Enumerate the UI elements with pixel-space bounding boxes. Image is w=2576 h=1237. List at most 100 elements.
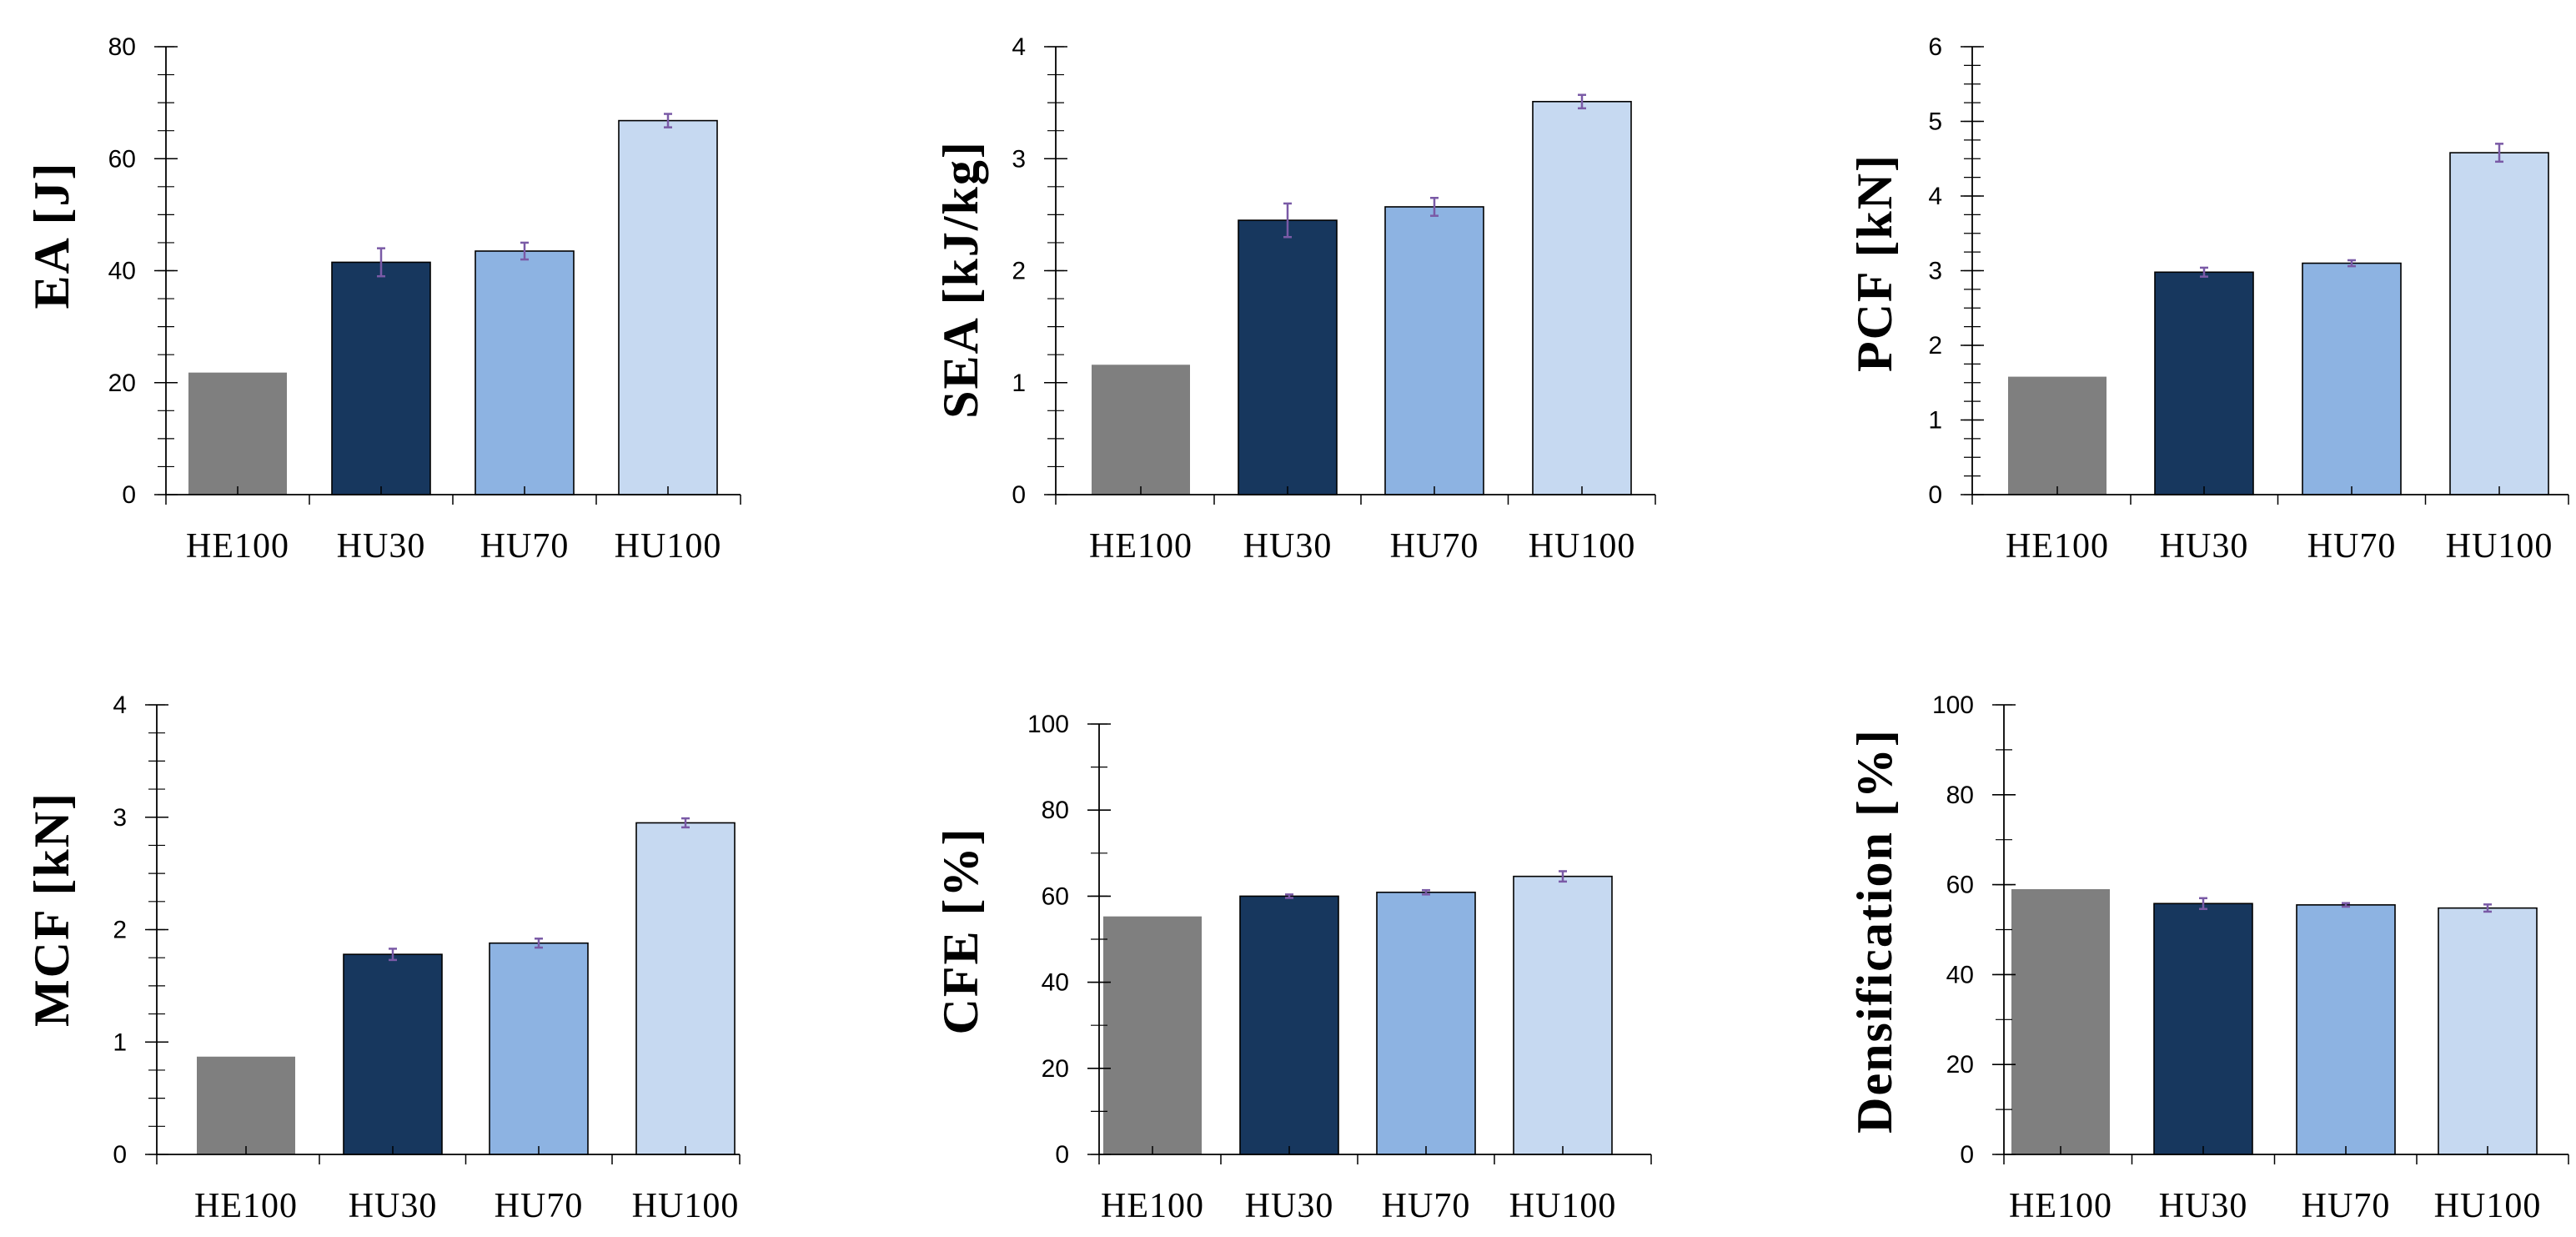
x-tick-label-hu70: HU70 (495, 1187, 584, 1225)
bar-hu30 (2154, 271, 2254, 495)
bar-hu100 (635, 822, 736, 1155)
bar-he100 (2008, 376, 2106, 495)
y-tick-label: 80 (1946, 782, 1974, 809)
x-tick-label-hu70: HU70 (1382, 1187, 1471, 1225)
bar-hu70 (2296, 904, 2396, 1155)
x-tick-label-hu70: HU70 (480, 527, 570, 566)
x-tick-label-hu30: HU30 (2160, 527, 2249, 566)
x-tick-label-he100: HE100 (1101, 1187, 1204, 1225)
y-tick-label: 0 (113, 1141, 127, 1169)
error-bar-hu100 (1578, 93, 1586, 110)
bar-hu30 (1239, 895, 1339, 1155)
error-bar-hu100 (664, 113, 672, 128)
y-tick-label: 3 (1928, 258, 1942, 285)
x-tick-label-hu30: HU30 (1243, 527, 1333, 566)
x-tick-label-he100: HE100 (1089, 527, 1193, 566)
bar-hu70 (1384, 206, 1484, 495)
bar-hu100 (1532, 100, 1632, 495)
chart-panel-6: HE100 HU30 HU70 HU100 0 20 40 60 80 100 Densificat… (1847, 691, 2569, 1225)
y-tick-label: 4 (113, 691, 127, 719)
chart-panel-5: HE100 HU30 HU70 HU100 0 20 40 60 80 100 CFE [%] (933, 711, 1652, 1225)
x-tick-label-hu100: HU100 (2434, 1187, 2542, 1225)
y-tick-label: 0 (1928, 481, 1942, 509)
y-tick-label: 6 (1928, 33, 1942, 61)
y-tick-label: 3 (1012, 145, 1026, 173)
bar-he100 (2011, 888, 2110, 1154)
bar-he100 (1103, 916, 1202, 1154)
bar-hu70 (1376, 891, 1476, 1155)
y-tick-label: 80 (1042, 797, 1069, 824)
x-tick-label-hu30: HU30 (2159, 1187, 2248, 1225)
y-tick-label: 20 (1946, 1051, 1974, 1079)
chart-panel-4: HE100 HU30 HU70 HU100 0 1 2 3 4 MCF [kN] (24, 691, 741, 1225)
y-tick-label: 2 (1928, 332, 1942, 360)
error-bar-hu70 (1422, 888, 1430, 896)
bar-hu30 (331, 261, 431, 495)
chart-panel-3: HE100 HU30 HU70 HU100 0 1 2 3 4 5 6 PCF [kN] (1847, 33, 2569, 566)
bar-hu30 (1238, 219, 1338, 495)
x-tick-label-hu100: HU100 (2446, 527, 2553, 566)
bar-he100 (188, 372, 287, 495)
y-tick-label: 80 (108, 33, 136, 61)
error-bar-hu70 (1430, 196, 1439, 217)
y-tick-label: 60 (108, 145, 136, 173)
error-bar-hu30 (2200, 266, 2208, 278)
bar-hu70 (2302, 262, 2402, 495)
y-tick-label: 4 (1012, 33, 1026, 61)
x-tick-label-he100: HE100 (186, 527, 289, 566)
x-tick-label-hu30: HU30 (1245, 1187, 1334, 1225)
bar-hu70 (489, 942, 589, 1155)
y-axis-title: PCF [kN] (1847, 153, 1902, 372)
bar-hu30 (343, 953, 443, 1155)
y-tick-label: 60 (1946, 872, 1974, 899)
bar-hu70 (475, 250, 575, 495)
y-tick-label: 0 (1055, 1141, 1069, 1169)
x-tick-label-hu100: HU100 (615, 527, 722, 566)
y-tick-label: 0 (1960, 1141, 1974, 1169)
y-tick-label: 40 (1946, 961, 1974, 988)
x-tick-label-hu70: HU70 (2307, 527, 2397, 566)
x-tick-label-hu100: HU100 (1529, 527, 1636, 566)
error-bar-hu100 (2483, 903, 2492, 913)
error-bar-hu30 (377, 247, 385, 278)
y-tick-label: 100 (1932, 691, 1974, 719)
chart-panel-1: HE100 HU30 HU70 HU100 0 20 40 60 80 EA [J] (24, 33, 741, 566)
bar-hu100 (1513, 875, 1613, 1155)
y-axis-title: CFE [%] (933, 827, 988, 1035)
x-tick-label-he100: HE100 (2009, 1187, 2112, 1225)
bar-hu30 (2153, 903, 2253, 1155)
x-tick-label-hu100: HU100 (1509, 1187, 1617, 1225)
x-tick-label-hu100: HU100 (632, 1187, 740, 1225)
x-tick-label-hu30: HU30 (337, 527, 426, 566)
y-tick-label: 4 (1928, 183, 1942, 210)
error-bar-hu100 (2495, 143, 2503, 163)
x-tick-label-he100: HE100 (194, 1187, 298, 1225)
error-bar-hu100 (1559, 870, 1567, 883)
error-bar-hu30 (1285, 893, 1293, 899)
chart-panel-2: HE100 HU30 HU70 HU100 0 1 2 3 4 SEA [kJ/kg] (933, 33, 1656, 566)
error-bar-hu70 (520, 241, 529, 261)
y-axis-title: Densification [%] (1847, 728, 1902, 1134)
x-tick-label-he100: HE100 (2006, 527, 2109, 566)
error-bar-hu100 (681, 817, 690, 829)
y-tick-label: 1 (113, 1028, 127, 1056)
error-bar-hu30 (389, 948, 397, 962)
error-bar-hu30 (2199, 897, 2207, 910)
y-tick-label: 2 (113, 917, 127, 944)
y-tick-label: 40 (108, 258, 136, 285)
y-axis-title: MCF [kN] (24, 792, 79, 1027)
x-tick-label-hu30: HU30 (349, 1187, 438, 1225)
y-tick-label: 20 (108, 370, 136, 397)
y-tick-label: 1 (1928, 407, 1942, 435)
x-tick-label-hu70: HU70 (1390, 527, 1479, 566)
bar-hu100 (2438, 907, 2538, 1155)
x-tick-label-hu70: HU70 (2302, 1187, 2391, 1225)
y-tick-label: 0 (1012, 481, 1026, 509)
y-tick-label: 2 (1012, 258, 1026, 285)
y-tick-label: 5 (1928, 108, 1942, 136)
error-bar-hu70 (2342, 902, 2350, 908)
y-tick-label: 0 (122, 481, 136, 509)
bar-he100 (1092, 365, 1190, 495)
error-bar-hu30 (1283, 202, 1292, 239)
